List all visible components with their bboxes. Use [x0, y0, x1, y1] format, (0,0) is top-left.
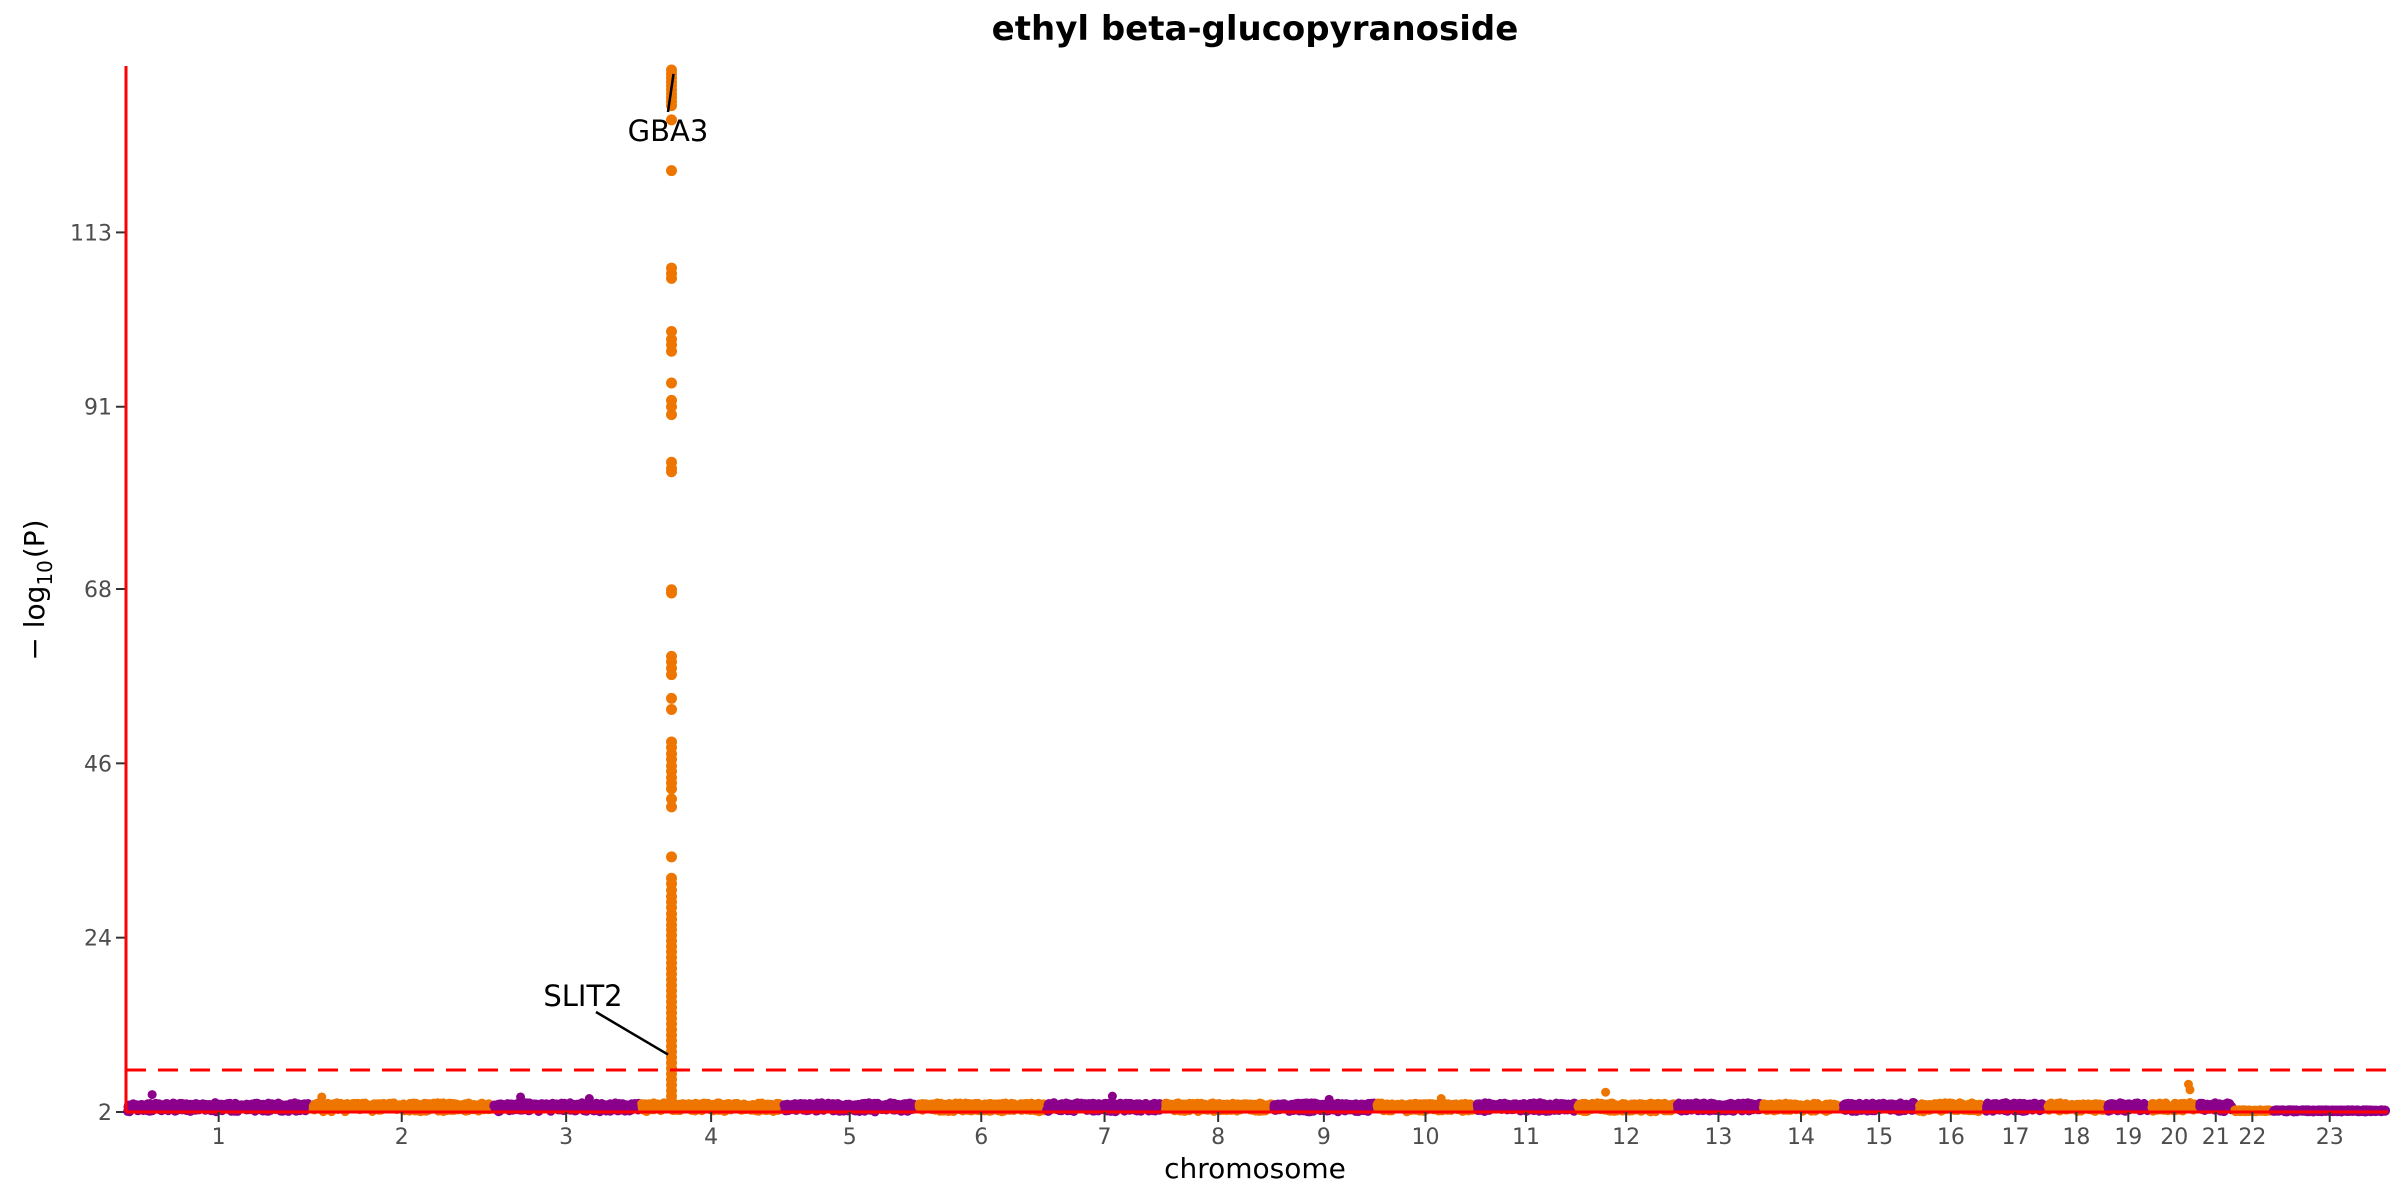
- snp-point: [448, 1102, 458, 1112]
- snp-point: [925, 1102, 935, 1112]
- snp-point: [386, 1102, 396, 1112]
- snp-point: [1392, 1099, 1402, 1109]
- snp-point: [955, 1100, 964, 1110]
- snp-point: [820, 1099, 830, 1109]
- snp-point: [886, 1098, 895, 1108]
- snp-point: [975, 1100, 985, 1110]
- snp-point: [299, 1099, 308, 1109]
- snp-point: [353, 1099, 363, 1109]
- snp-point: [1581, 1099, 1591, 1109]
- snp-point: [541, 1100, 551, 1110]
- snp-point: [623, 1102, 633, 1112]
- chromosome-4-points: [637, 1098, 785, 1117]
- snp-point: [1658, 1101, 1668, 1111]
- snp-point: [790, 1103, 800, 1113]
- snp-point: [1197, 1100, 1207, 1110]
- y-tick-label: 113: [70, 221, 112, 246]
- snp-point: [608, 1100, 618, 1110]
- snp-point: [713, 1098, 723, 1108]
- snp-point: [799, 1100, 809, 1110]
- snp-point: [894, 1099, 904, 1109]
- snp-point: [425, 1103, 435, 1113]
- snp-point: [905, 1103, 915, 1113]
- chromosome-6-points: [914, 1098, 1049, 1117]
- snp-point: [1132, 1099, 1142, 1109]
- snp-point: [1062, 1101, 1072, 1111]
- snp-point: [564, 1102, 574, 1111]
- snp-point: [1650, 1102, 1660, 1112]
- snp-point: [394, 1102, 404, 1112]
- snp-point: [282, 1102, 292, 1112]
- snp-point: [1311, 1100, 1321, 1110]
- y-tick-label: 46: [84, 752, 112, 777]
- snp-point: [1171, 1100, 1181, 1110]
- snp-point: [851, 1103, 861, 1113]
- snp-point: [1697, 1101, 1706, 1111]
- snp-point: [1728, 1101, 1738, 1111]
- snp-point: [764, 1102, 774, 1112]
- snp-point: [1003, 1103, 1013, 1112]
- snp-point: [750, 1103, 760, 1113]
- snp-point: [1185, 1099, 1194, 1109]
- snp-point: [414, 1100, 424, 1110]
- snp-point: [501, 1103, 511, 1113]
- snp-point: [843, 1100, 853, 1110]
- snp-point: [134, 1101, 144, 1110]
- snp-point: [1593, 1102, 1603, 1112]
- snp-point: [1552, 1102, 1562, 1112]
- snp-point: [698, 1099, 708, 1109]
- snp-point: [993, 1102, 1003, 1112]
- snp-point: [637, 1102, 647, 1112]
- snp-point: [1563, 1101, 1573, 1111]
- snp-point: [806, 1101, 816, 1110]
- snp-point: [916, 1102, 926, 1112]
- snp-point: [587, 1101, 597, 1110]
- snp-point: [1022, 1100, 1032, 1110]
- snp-point: [258, 1099, 268, 1109]
- snp-point: [1300, 1100, 1309, 1110]
- snp-point: [1099, 1099, 1109, 1108]
- snp-point: [1350, 1101, 1360, 1111]
- snp-point: [204, 1103, 214, 1113]
- y-axis-ticks: 2 24 46 68 91 113: [70, 221, 126, 1126]
- snp-point: [464, 1099, 474, 1109]
- snp-point: [180, 1101, 190, 1111]
- snp-point: [146, 1102, 156, 1112]
- snp-point: [1045, 1100, 1055, 1109]
- y-tick-label: 2: [98, 1101, 112, 1126]
- snp-point: [314, 1101, 324, 1111]
- y-tick-label: 91: [84, 396, 112, 421]
- y-tick-label: 68: [84, 578, 112, 603]
- snp-point: [593, 1100, 603, 1110]
- snp-point: [1713, 1101, 1723, 1111]
- snp-point: [375, 1099, 385, 1109]
- snp-point: [342, 1099, 352, 1108]
- data-points: [123, 64, 2390, 1117]
- snp-point: [1240, 1099, 1250, 1109]
- snp-point: [367, 1100, 377, 1110]
- snp-point: [736, 1100, 746, 1110]
- y-tick-label: 24: [84, 927, 112, 952]
- snp-point: [193, 1099, 203, 1109]
- snp-point: [1372, 1100, 1382, 1110]
- snp-point: [436, 1103, 446, 1113]
- snp-point: [524, 1100, 534, 1110]
- snp-point: [1430, 1101, 1440, 1111]
- snp-point: [867, 1102, 877, 1112]
- snp-point: [516, 1102, 526, 1112]
- snp-point: [1013, 1103, 1023, 1113]
- chart-title: ethyl beta-glucopyranoside: [992, 9, 1519, 49]
- snp-point: [814, 1102, 824, 1112]
- snp-point: [572, 1099, 582, 1109]
- snp-point: [1492, 1100, 1502, 1109]
- snp-point: [877, 1102, 887, 1112]
- snp-point: [1417, 1099, 1427, 1109]
- snp-point: [1232, 1101, 1242, 1111]
- snp-point: [1678, 1101, 1688, 1111]
- snp-point: [936, 1100, 945, 1110]
- snp-point: [757, 1102, 767, 1112]
- snp-point: [771, 1099, 781, 1109]
